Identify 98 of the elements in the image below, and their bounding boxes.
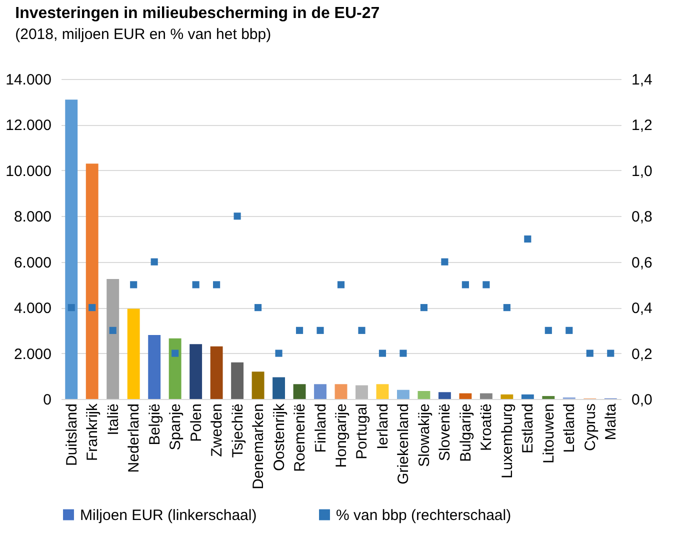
- point: [524, 235, 532, 243]
- x-tick-label: Litouwen: [540, 404, 558, 464]
- y-tick-label: 14.000: [6, 72, 52, 88]
- x-tick-label: Slowakije: [416, 404, 433, 467]
- chart-subtitle: (2018, miljoen EUR en % van het bbp): [15, 26, 272, 43]
- y2-tick-label: 0,8: [632, 208, 652, 226]
- x-tick-label: Frankrijk: [84, 403, 102, 462]
- y-tick-label: 2.000: [14, 346, 52, 363]
- point: [213, 281, 220, 288]
- point: [607, 350, 614, 357]
- y2-tick-label: 1,0: [632, 162, 652, 180]
- x-tick-label: Luxemburg: [498, 404, 516, 479]
- point: [275, 350, 282, 357]
- bar: [148, 335, 161, 399]
- chart-title: Investeringen in milieubescherming in de EU-27: [15, 5, 380, 22]
- x-tick-label: Spanje: [167, 404, 184, 450]
- point: [482, 281, 490, 288]
- x-tick-label: Roemenië: [292, 404, 309, 472]
- point: [68, 304, 75, 312]
- point: [130, 281, 138, 288]
- bar: [65, 100, 78, 399]
- y2-tick-label: 1,2: [632, 117, 652, 134]
- y-tick-label: 12.000: [6, 117, 52, 134]
- y2-tick-label: 1,4: [632, 72, 652, 88]
- bar: [190, 344, 202, 399]
- x-tick-label: Hongarije: [333, 404, 350, 468]
- bar: [376, 384, 389, 399]
- y2-tick-label: 0,0: [632, 392, 652, 408]
- bar: [459, 393, 472, 399]
- bar: [334, 384, 348, 399]
- point: [462, 281, 469, 288]
- bar: [397, 390, 410, 399]
- x-tick-label: Bulgarije: [457, 404, 474, 462]
- x-tick-label: Nederland: [126, 404, 143, 473]
- point: [296, 326, 304, 334]
- point: [503, 304, 510, 312]
- bar: [418, 391, 430, 399]
- point: [88, 304, 96, 312]
- bar: [231, 362, 244, 399]
- point: [441, 258, 448, 266]
- bar: [127, 308, 140, 399]
- y-tick-label: 6.000: [14, 254, 52, 272]
- y2-tick-label: 0,6: [632, 254, 652, 272]
- x-tick-label: Estland: [520, 404, 537, 454]
- x-tick-label: Letland: [561, 404, 578, 453]
- point: [586, 350, 594, 357]
- point: [316, 326, 324, 334]
- bar: [356, 385, 368, 399]
- x-tick-label: Duitsland: [63, 404, 80, 466]
- bar: [293, 384, 306, 399]
- bar: [480, 393, 492, 399]
- x-tick-label: Ierland: [374, 404, 392, 450]
- bar: [521, 394, 534, 399]
- x-tick-label: Cyprus: [582, 404, 599, 452]
- bar: [168, 338, 182, 399]
- x-tick-label: Griekenland: [395, 404, 412, 484]
- point: [150, 258, 158, 266]
- bar: [272, 377, 285, 399]
- point: [378, 350, 386, 357]
- bar: [438, 392, 451, 399]
- point: [544, 326, 552, 334]
- y-tick-label: 10.000: [6, 162, 52, 180]
- point: [192, 281, 200, 288]
- x-tick-label: Malta: [602, 402, 620, 440]
- x-tick-label: Zweden: [208, 404, 226, 457]
- x-tick-label: Portugal: [354, 404, 371, 460]
- point: [400, 350, 407, 357]
- y2-tick-label: 0,2: [632, 346, 652, 363]
- point: [337, 281, 345, 288]
- point: [234, 212, 241, 220]
- y2-tick-label: 0,4: [632, 300, 652, 318]
- point: [109, 326, 116, 334]
- x-tick-label: Polen: [188, 404, 205, 442]
- x-tick-label: Tsjechië: [229, 404, 246, 458]
- bar: [252, 372, 264, 399]
- x-tick-label: Oostenrijk: [270, 403, 288, 472]
- x-tick-label: Finland: [312, 404, 330, 453]
- x-tick-label: Italië: [104, 404, 122, 436]
- bar: [314, 384, 326, 399]
- x-tick-label: Kroatië: [478, 404, 496, 452]
- legend-label: % van bbp (rechterschaal): [336, 506, 512, 524]
- point: [254, 304, 262, 312]
- point: [420, 304, 428, 312]
- point: [566, 326, 573, 334]
- y-tick-label: 8.000: [14, 208, 52, 226]
- y-tick-label: 4.000: [14, 300, 52, 318]
- x-tick-label: Slovenië: [436, 404, 454, 462]
- bar: [542, 396, 555, 399]
- bar: [210, 346, 223, 399]
- x-tick-label: Denemarken: [250, 404, 268, 490]
- legend-label: Miljoen EUR (linkerschaal): [80, 506, 257, 524]
- point: [358, 326, 366, 334]
- bar: [106, 279, 120, 399]
- x-tick-label: België: [146, 404, 164, 446]
- y-tick-label: 0: [43, 392, 52, 408]
- point: [172, 350, 179, 357]
- bar: [86, 164, 98, 399]
- bar: [500, 394, 514, 399]
